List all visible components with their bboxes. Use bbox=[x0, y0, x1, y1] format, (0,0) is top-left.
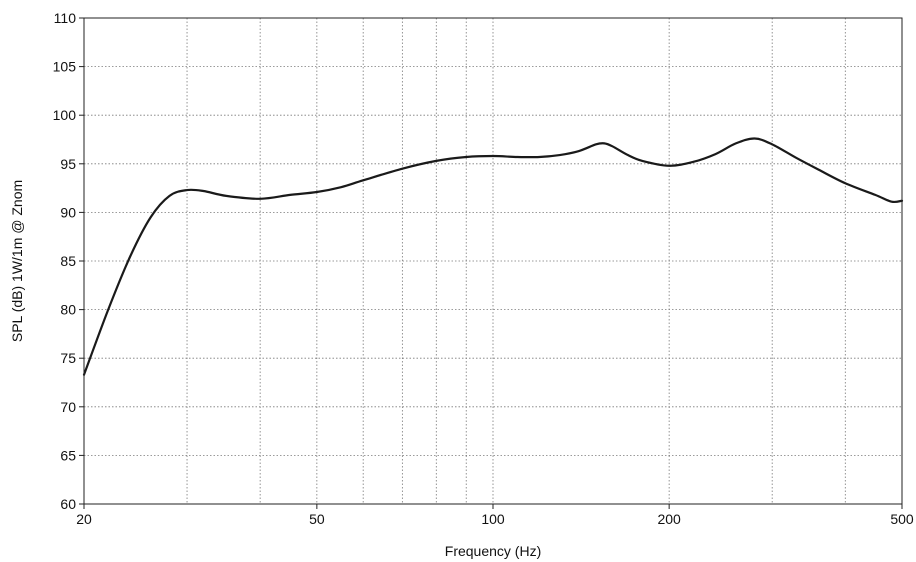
grid-lines bbox=[84, 17, 902, 505]
x-tick-label: 100 bbox=[481, 511, 505, 527]
x-tick-label: 20 bbox=[76, 511, 92, 527]
y-tick-label: 100 bbox=[53, 107, 77, 123]
y-tick-label: 95 bbox=[60, 156, 76, 172]
x-tick-label: 500 bbox=[890, 511, 914, 527]
y-tick-label: 75 bbox=[60, 350, 76, 366]
y-tick-label: 80 bbox=[60, 302, 76, 318]
y-tick-label: 110 bbox=[54, 10, 77, 26]
axis-ticks bbox=[79, 17, 903, 509]
plot-area bbox=[82, 137, 904, 376]
y-tick-label: 90 bbox=[60, 204, 76, 220]
y-tick-label: 70 bbox=[60, 399, 76, 415]
x-axis-label: Frequency (Hz) bbox=[445, 543, 541, 559]
spl-curve-line bbox=[82, 137, 904, 376]
y-tick-label: 65 bbox=[60, 447, 76, 463]
y-tick-label: 85 bbox=[60, 253, 76, 269]
x-tick-label: 50 bbox=[309, 511, 325, 527]
tick-labels: 60 65 70 75 80 85 90 95 100 105 110 20 50 100 200 500 bbox=[53, 10, 914, 527]
y-tick-label: 60 bbox=[60, 496, 76, 512]
x-tick-label: 200 bbox=[657, 511, 681, 527]
y-axis-label: SPL (dB) 1W/1m @ Znom bbox=[9, 180, 25, 342]
y-tick-label: 105 bbox=[53, 59, 77, 75]
